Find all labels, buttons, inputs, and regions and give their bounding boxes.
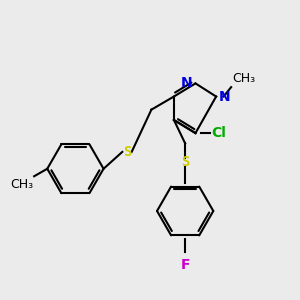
Text: S: S [123,145,131,159]
Text: F: F [180,258,190,272]
Text: S: S [181,155,189,169]
Text: Cl: Cl [212,126,226,140]
Text: CH₃: CH₃ [10,178,33,191]
Text: CH₃: CH₃ [232,72,255,85]
Text: N: N [219,89,231,103]
Text: N: N [181,76,193,90]
